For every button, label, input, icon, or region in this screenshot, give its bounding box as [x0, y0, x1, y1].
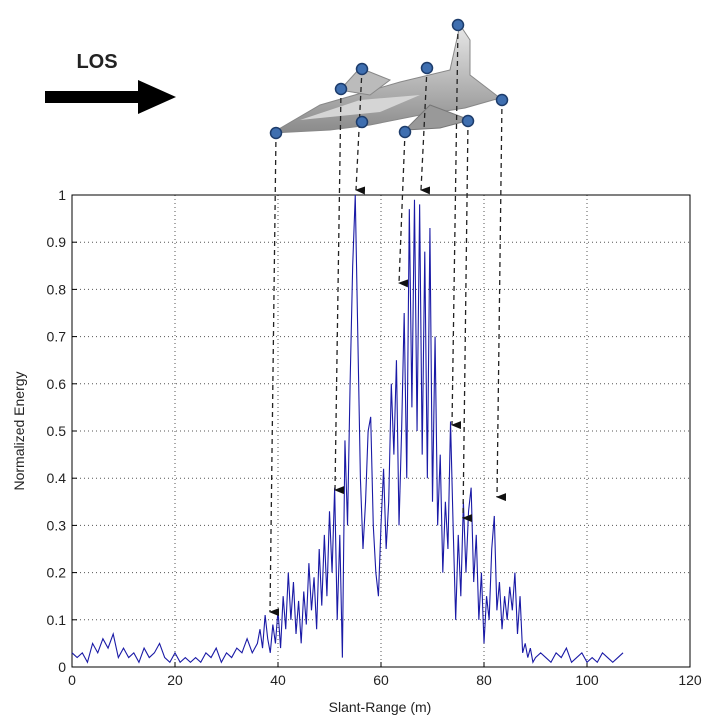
y-tick-label: 0.8: [47, 281, 67, 297]
y-tick-label: 0.6: [47, 376, 67, 392]
x-tick-label: 120: [678, 672, 702, 688]
y-tick-label: 0.5: [47, 423, 67, 439]
y-tick-label: 1: [58, 187, 66, 203]
data-line: [71, 194, 624, 664]
y-tick-label: 0.1: [47, 612, 67, 628]
y-tick-label: 0: [58, 659, 66, 675]
y-tick-label: 0.9: [47, 234, 67, 250]
x-tick-label: 80: [476, 672, 492, 688]
y-tick-label: 0.7: [47, 329, 67, 345]
los-arrow: [45, 80, 176, 114]
x-tick-label: 0: [68, 672, 76, 688]
scatter-annotations: [269, 18, 509, 617]
y-tick-label: 0.3: [47, 517, 67, 533]
y-axis-label: Normalized Energy: [11, 371, 27, 490]
x-tick-label: 100: [575, 672, 599, 688]
plot-frame: [71, 194, 691, 668]
x-tick-label: 40: [270, 672, 286, 688]
x-tick-label: 20: [167, 672, 183, 688]
x-tick-label: 60: [373, 672, 389, 688]
x-axis-label: Slant-Range (m): [329, 699, 432, 715]
y-tick-label: 0.2: [47, 565, 67, 581]
y-tick-label: 0.4: [47, 470, 67, 486]
los-label: LOS: [76, 51, 117, 73]
